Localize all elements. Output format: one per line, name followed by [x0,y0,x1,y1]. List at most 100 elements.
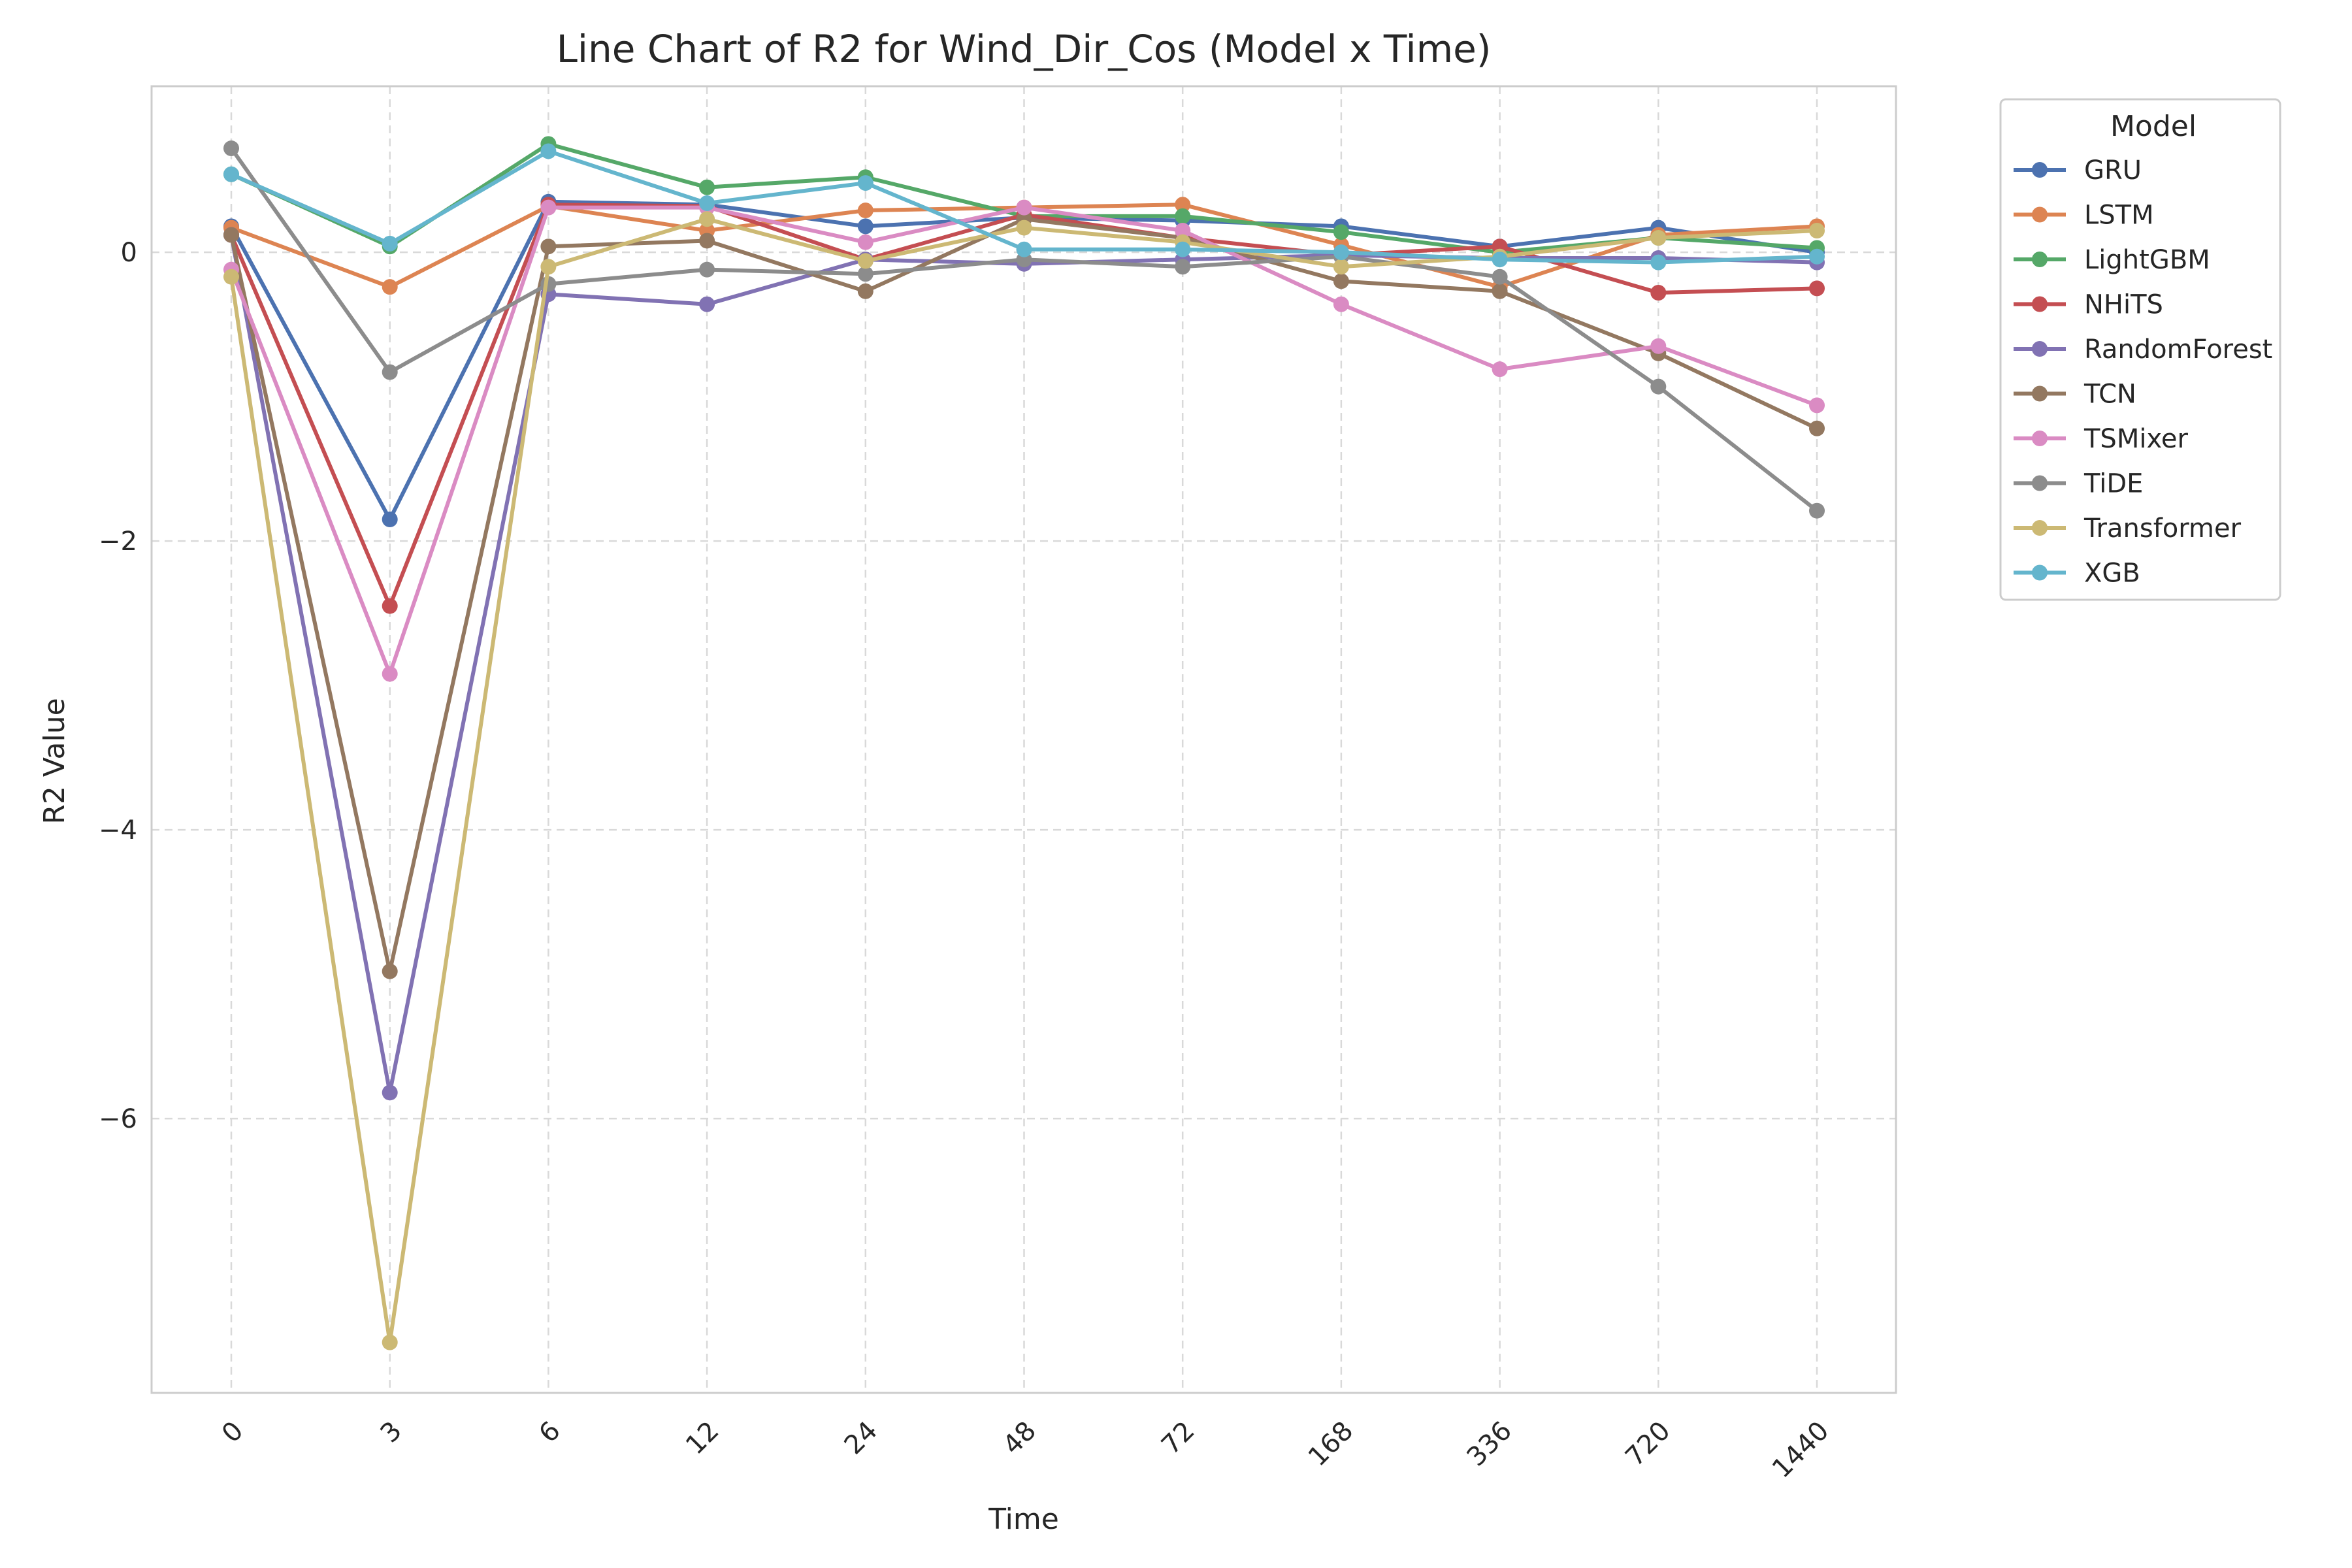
y-tick-label: −4 [99,815,137,845]
data-point [1333,296,1349,312]
legend-item: NHiTS [2014,290,2163,320]
data-point [1809,420,1825,436]
legend-label: TiDE [2083,469,2143,499]
data-point [699,179,715,195]
data-point [1016,241,1032,257]
data-point [857,234,874,250]
data-point [1333,224,1349,240]
data-point [540,259,557,275]
data-point [857,175,874,191]
chart-title: Line Chart of R2 for Wind_Dir_Cos (Model… [557,27,1492,71]
legend-marker [2032,206,2048,223]
data-point [1175,208,1191,224]
y-tick-label: −6 [99,1104,137,1134]
legend-item: RandomForest [2014,335,2272,365]
legend-label: NHiTS [2084,290,2163,320]
data-point [1492,361,1508,378]
data-point [699,296,715,312]
data-point [223,269,239,285]
data-point [1333,259,1349,275]
data-point [1809,397,1825,414]
legend-label: Transformer [2083,514,2242,544]
legend-item: TSMixer [2014,424,2189,454]
legend-box [1999,98,2281,601]
data-point [699,211,715,227]
legend-item: XGB [2014,559,2140,589]
data-point [1492,283,1508,299]
legend-item: LSTM [2014,201,2154,231]
data-point [382,1085,398,1101]
legend-marker [2032,296,2048,312]
legend-label: LSTM [2084,201,2154,231]
data-point [857,218,874,235]
data-point [1175,222,1191,238]
data-point [382,364,398,380]
legend-marker [2032,162,2048,178]
legend-marker [2032,341,2048,357]
series-XGB [223,143,1825,270]
data-point [540,143,557,159]
data-point [1809,502,1825,519]
data-point [1016,199,1032,216]
legend-item: Transformer [2014,514,2242,544]
data-point [1333,244,1349,261]
data-point [223,227,239,243]
data-point [857,266,874,282]
y-tick-label: −2 [99,527,137,557]
legend-marker [2032,252,2048,267]
legend: Model GRU LSTM LightGBM NHiTS RandomForest TCN… [1999,98,2281,601]
data-point [1809,280,1825,297]
legend-marker [2032,564,2048,581]
data-point [1492,252,1508,268]
data-point [1650,338,1667,354]
data-point [1650,230,1667,246]
series-TSMixer [223,199,1825,682]
data-point [1809,222,1825,238]
data-point [1016,220,1032,236]
y-tick-label: 0 [121,238,137,268]
data-point [699,233,715,249]
data-point [540,199,557,216]
data-point [1650,378,1667,395]
legend-label: TSMixer [2083,424,2189,454]
data-point [1175,259,1191,275]
data-point [382,511,398,527]
data-point [1175,197,1191,213]
grid-layer [152,86,1896,1393]
legend-marker [2032,475,2048,491]
legend-item: GRU [2014,155,2142,186]
data-point [857,203,874,219]
y-axis-label: R2 Value [38,698,71,824]
legend-label: RandomForest [2084,335,2272,365]
data-point [382,1334,398,1350]
data-point [382,963,398,979]
plot-frame [150,85,1897,1394]
legend-label: XGB [2084,559,2140,589]
data-point [1809,248,1825,265]
data-point [1650,285,1667,301]
legend-item: TiDE [2014,469,2143,499]
data-point [223,140,239,157]
legend-item: LightGBM [2014,245,2210,275]
series-Transformer [223,211,1825,1350]
data-point [1333,273,1349,289]
data-point [382,598,398,614]
legend-marker [2032,385,2048,402]
series-layer [223,136,1825,1350]
legend-label: GRU [2084,155,2142,186]
data-point [1650,254,1667,270]
data-point [699,261,715,278]
legend-marker [2032,431,2048,446]
data-point [857,283,874,299]
data-point [382,235,398,252]
legend-label: TCN [2083,380,2136,410]
data-point [540,238,557,255]
legend-title: Model [2110,110,2197,143]
legend-label: LightGBM [2084,245,2210,275]
legend-marker [2032,520,2048,536]
x-axis-label: Time [988,1503,1059,1536]
data-point [1492,269,1508,285]
data-point [699,195,715,212]
